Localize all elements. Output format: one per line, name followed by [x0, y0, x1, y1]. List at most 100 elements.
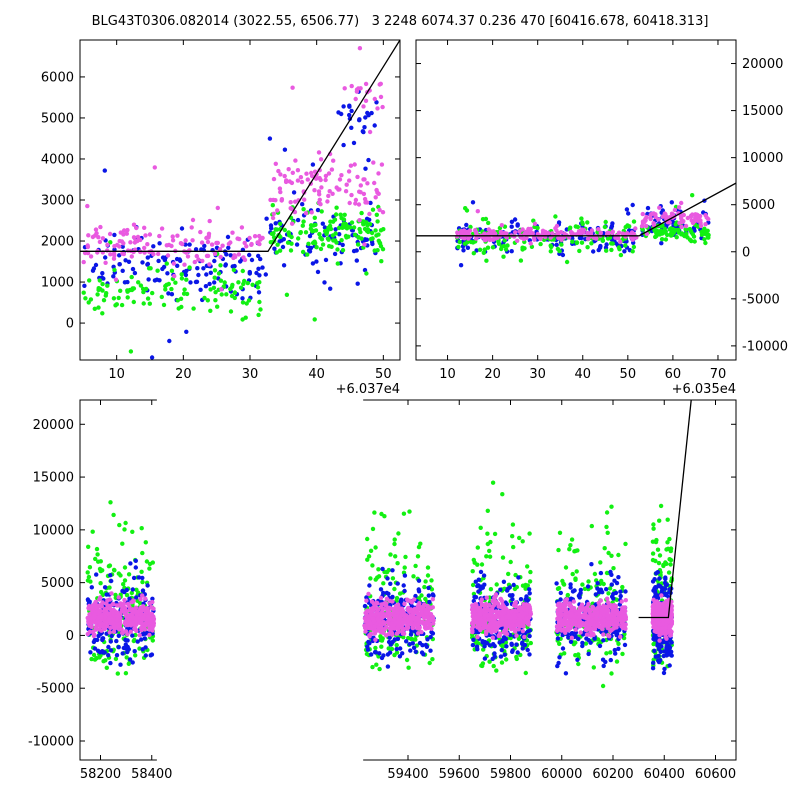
data-point-pink	[475, 209, 480, 214]
data-point-blue	[130, 660, 135, 665]
data-point-pink	[147, 625, 152, 631]
data-point-green	[657, 518, 662, 523]
data-point-blue	[384, 590, 389, 596]
data-point-green	[701, 227, 707, 232]
data-point-green	[121, 582, 126, 587]
data-point-pink	[100, 236, 106, 241]
data-point-green	[122, 578, 128, 583]
data-point-green	[406, 665, 411, 670]
data-point-green	[144, 286, 149, 292]
data-point-pink	[596, 227, 601, 232]
data-point-pink	[373, 602, 378, 607]
data-point-blue	[368, 200, 373, 206]
data-point-pink	[595, 621, 601, 627]
data-point-blue	[507, 593, 513, 598]
data-point-pink	[90, 608, 95, 613]
data-point-pink	[170, 234, 175, 239]
data-point-green	[606, 550, 611, 556]
data-point-green	[388, 552, 393, 557]
data-point-pink	[237, 236, 242, 242]
data-point-green	[107, 585, 112, 590]
data-point-blue	[401, 583, 406, 588]
data-point-pink	[412, 610, 417, 615]
data-point-green	[218, 278, 224, 283]
data-point-pink	[513, 230, 518, 235]
data-point-green	[506, 571, 511, 577]
data-point-pink	[381, 606, 386, 611]
data-point-blue	[512, 217, 518, 222]
data-point-pink	[489, 613, 494, 618]
data-point-pink	[150, 625, 155, 630]
data-point-green	[471, 557, 476, 563]
data-point-blue	[390, 568, 395, 573]
data-point-blue	[598, 570, 604, 576]
data-point-pink	[653, 212, 658, 217]
data-point-pink	[601, 618, 607, 623]
data-point-blue	[141, 631, 146, 637]
data-point-pink	[344, 182, 349, 187]
data-point-green	[81, 290, 86, 295]
x-tick-label: 50	[620, 367, 637, 382]
data-point-blue	[193, 247, 199, 252]
data-point-green	[516, 636, 522, 641]
data-point-blue	[204, 272, 209, 277]
data-point-green	[126, 661, 131, 666]
data-point-green	[416, 544, 422, 550]
data-point-pink	[357, 46, 363, 51]
data-point-blue	[354, 258, 359, 263]
data-point-blue	[263, 272, 268, 277]
data-point-green	[367, 222, 373, 227]
data-point-blue	[240, 296, 245, 301]
data-point-pink	[566, 628, 571, 633]
data-point-pink	[606, 600, 611, 605]
data-point-green	[379, 259, 384, 264]
data-point-green	[604, 248, 609, 253]
data-point-blue	[112, 247, 117, 252]
data-point-green	[216, 271, 222, 276]
data-point-pink	[124, 621, 129, 626]
data-point-pink	[486, 227, 491, 232]
data-point-pink	[304, 171, 309, 176]
data-point-pink	[406, 616, 412, 621]
data-point-pink	[532, 221, 538, 226]
data-point-pink	[129, 600, 134, 605]
data-point-pink	[372, 631, 378, 636]
data-point-green	[407, 509, 412, 514]
data-point-green	[527, 579, 533, 584]
data-point-pink	[288, 206, 293, 211]
data-point-blue	[150, 596, 155, 601]
data-point-pink	[657, 205, 662, 210]
data-point-blue	[145, 583, 150, 588]
data-point-green	[575, 548, 580, 553]
data-point-blue	[476, 577, 481, 582]
data-point-blue	[568, 639, 574, 644]
data-point-pink	[608, 628, 613, 634]
data-point-pink	[302, 197, 307, 202]
model-line	[80, 40, 400, 252]
data-point-pink	[557, 601, 562, 607]
data-point-blue	[258, 256, 263, 262]
data-point-pink	[416, 626, 422, 631]
data-point-pink	[130, 615, 135, 620]
data-point-green	[278, 234, 283, 240]
data-point-pink	[484, 595, 489, 600]
data-point-green	[340, 248, 346, 253]
data-point-blue	[615, 632, 620, 637]
data-point-pink	[610, 608, 615, 614]
data-point-blue	[613, 241, 619, 246]
data-point-pink	[111, 610, 116, 616]
data-point-pink	[514, 633, 519, 638]
data-point-green	[589, 523, 594, 529]
data-point-blue	[585, 584, 591, 589]
data-point-pink	[353, 197, 359, 203]
data-point-green	[650, 551, 656, 556]
data-point-pink	[290, 170, 295, 175]
data-point-blue	[664, 641, 670, 646]
data-point-pink	[387, 598, 392, 603]
data-point-pink	[392, 613, 397, 619]
data-point-pink	[424, 619, 429, 625]
data-point-blue	[322, 280, 327, 285]
data-point-pink	[270, 215, 276, 221]
data-point-blue	[475, 647, 480, 652]
